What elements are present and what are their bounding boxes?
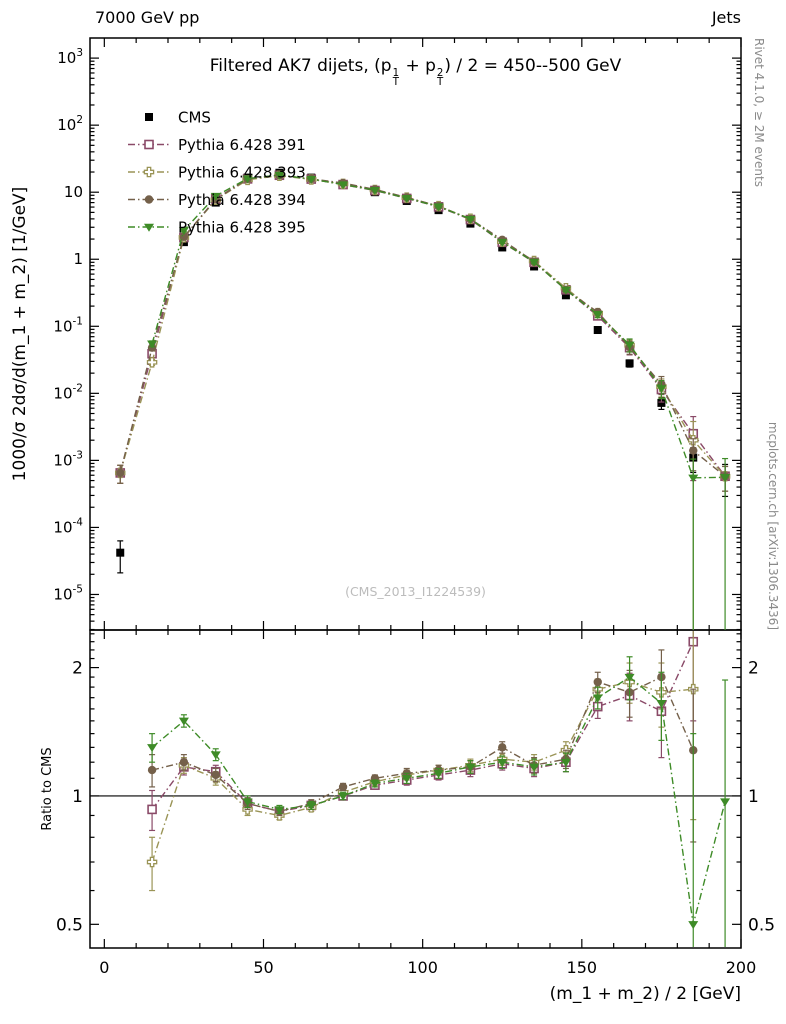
- svg-text:102: 102: [57, 114, 83, 134]
- svg-text:0.5: 0.5: [56, 915, 83, 935]
- svg-text:1: 1: [748, 787, 759, 807]
- legend-item-pythia-6-428-394: Pythia 6.428 394: [128, 191, 306, 209]
- y-axis-label: 1000/σ 2dσ/d(m_1 + m_2) [1/GeV]: [10, 186, 30, 482]
- svg-text:0.5: 0.5: [748, 915, 775, 935]
- svg-text:150: 150: [567, 958, 598, 977]
- series-ratio-pythia-6-428-393: [146, 631, 699, 892]
- series-main-pythia-6-428-393: [114, 170, 731, 630]
- watermark: (CMS_2013_I1224539): [345, 584, 486, 599]
- svg-text:10-1: 10-1: [53, 315, 83, 335]
- svg-text:100: 100: [407, 958, 438, 977]
- legend-label: Pythia 6.428 394: [178, 191, 306, 209]
- svg-text:10: 10: [64, 183, 83, 201]
- legend-item-pythia-6-428-393: Pythia 6.428 393: [128, 164, 306, 182]
- legend-label: Pythia 6.428 391: [178, 136, 306, 154]
- svg-text:10-3: 10-3: [53, 449, 83, 469]
- svg-text:0: 0: [99, 958, 109, 977]
- x-axis-label: (m_1 + m_2) / 2 [GeV]: [549, 984, 741, 1004]
- svg-text:1: 1: [72, 787, 83, 807]
- svg-text:10-5: 10-5: [53, 583, 83, 603]
- svg-text:10-4: 10-4: [53, 516, 83, 536]
- mcplots-reference-label: mcplots.cern.ch [arXiv:1306.3436]: [766, 421, 780, 630]
- svg-text:103: 103: [57, 47, 83, 67]
- svg-text:200: 200: [726, 958, 757, 977]
- legend-item-cms: CMS: [145, 109, 211, 127]
- svg-text:50: 50: [253, 958, 273, 977]
- header-analysis-label: Jets: [711, 8, 741, 27]
- ratio-axis-label: Ratio to CMS: [40, 747, 55, 831]
- series-main-pythia-6-428-395: [147, 171, 731, 630]
- svg-text:2: 2: [72, 659, 83, 679]
- series-ratio-pythia-6-428-395: [147, 656, 731, 947]
- rivet-version-label: Rivet 4.1.0, ≥ 2M events: [752, 38, 766, 187]
- legend: CMS Pythia 6.428 391 Pythia 6.428 393 Pythi…: [128, 109, 306, 237]
- legend-item-pythia-6-428-391: Pythia 6.428 391: [128, 136, 306, 154]
- legend-label: CMS: [178, 109, 211, 127]
- legend-label: Pythia 6.428 395: [178, 219, 306, 237]
- plot-title: Filtered AK7 dijets, (p 1 T + p 2 T) / 2 = 4…: [209, 56, 622, 89]
- svg-text:10-2: 10-2: [53, 382, 83, 402]
- header-beam-label: 7000 GeV pp: [95, 8, 200, 27]
- series-ratio-pythia-6-428-394: [147, 649, 698, 843]
- svg-text:2: 2: [748, 659, 759, 679]
- legend-label: Pythia 6.428 393: [178, 164, 306, 182]
- legend-item-pythia-6-428-395: Pythia 6.428 395: [128, 219, 306, 237]
- svg-text:1: 1: [73, 250, 83, 268]
